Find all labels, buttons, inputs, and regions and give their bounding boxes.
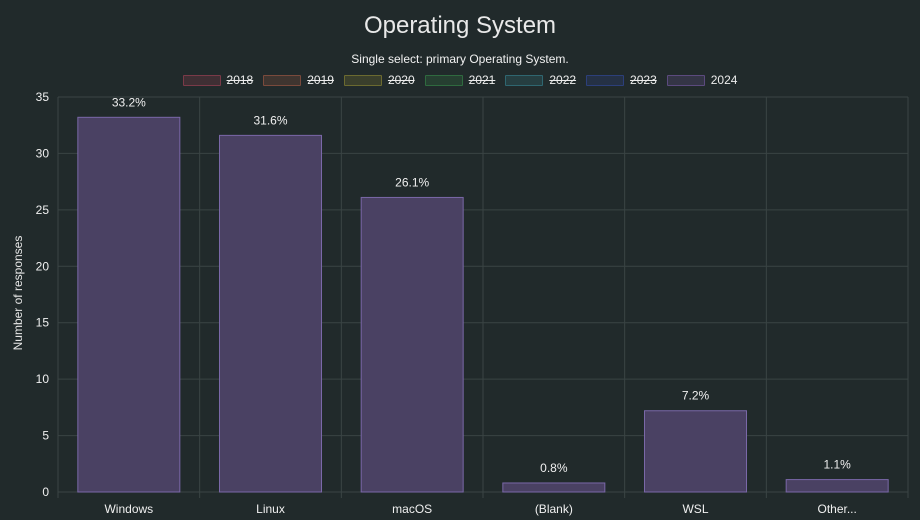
- data-label: 1.1%: [823, 458, 851, 472]
- x-tick-label: macOS: [392, 502, 432, 516]
- legend-label: 2019: [307, 73, 334, 87]
- y-tick-label: 5: [42, 429, 49, 443]
- bar-macOS: [360, 196, 464, 493]
- chart-subtitle: Single select: primary Operating System.: [351, 52, 569, 66]
- legend-item-2019[interactable]: 2019: [263, 73, 334, 87]
- legend-label: 2020: [387, 73, 415, 87]
- legend-swatch: [424, 74, 463, 86]
- bar-(Blank): [502, 482, 606, 493]
- legend-swatch: [343, 74, 382, 86]
- y-tick-label: 15: [36, 316, 50, 330]
- legend-label: 2024: [710, 73, 738, 87]
- x-tick-label: WSL: [682, 502, 708, 516]
- legend-swatch: [182, 74, 221, 86]
- y-tick-label: 35: [36, 90, 50, 104]
- x-tick-label: (Blank): [535, 502, 573, 516]
- x-tick-label: Windows: [104, 502, 153, 516]
- y-tick-label: 30: [36, 146, 50, 160]
- bar-Windows: [77, 116, 181, 493]
- y-tick-label: 0: [42, 485, 49, 499]
- legend-label: 2022: [549, 73, 577, 87]
- legend-swatch: [666, 74, 705, 86]
- bar-WSL: [644, 410, 747, 493]
- legend-swatch: [263, 74, 302, 86]
- legend-item-2021[interactable]: 2021: [424, 73, 496, 87]
- bar-Other...: [785, 479, 889, 493]
- legend-item-2023[interactable]: 2023: [586, 73, 657, 87]
- chart-title: Operating System: [363, 12, 557, 39]
- legend-label: 2021: [468, 73, 496, 87]
- x-tick-label: Other...: [817, 502, 856, 516]
- data-label: 7.2%: [682, 389, 710, 403]
- y-tick-label: 10: [36, 372, 50, 386]
- legend-item-2024[interactable]: 2024: [666, 73, 738, 87]
- x-tick-label: Linux: [256, 502, 285, 516]
- data-label: 0.8%: [540, 461, 568, 475]
- data-label: 31.6%: [253, 113, 287, 127]
- legend-label: 2018: [226, 73, 254, 87]
- legend-item-2022[interactable]: 2022: [505, 73, 576, 87]
- data-label: 26.1%: [395, 175, 429, 189]
- legend-item-2020[interactable]: 2020: [343, 73, 415, 87]
- legend-item-2018[interactable]: 2018: [182, 73, 254, 87]
- y-tick-label: 20: [36, 259, 50, 273]
- y-tick-label: 25: [36, 203, 50, 217]
- bar-Linux: [219, 134, 322, 493]
- data-label: 33.2%: [112, 95, 146, 109]
- legend-label: 2023: [630, 73, 657, 87]
- chart-legend: 2018 2019 2020 2021 2022 2023 2024: [0, 73, 920, 87]
- legend-swatch: [586, 74, 625, 86]
- legend-swatch: [505, 74, 544, 86]
